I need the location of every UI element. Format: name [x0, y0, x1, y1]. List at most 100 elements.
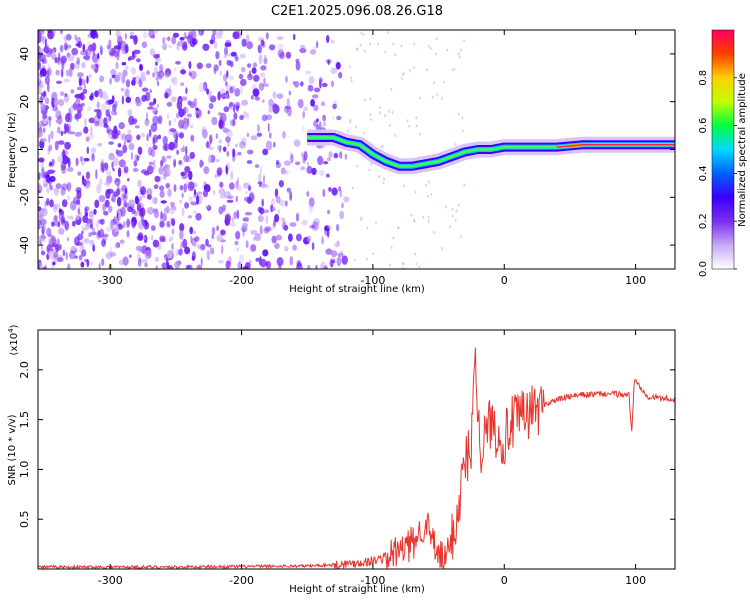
spectrogram-cell: [137, 179, 142, 188]
spectrogram-cell: [207, 244, 212, 248]
spectrogram-cell: [160, 200, 167, 204]
spectrogram-cell: [114, 179, 120, 183]
y-tick-label: -40: [18, 236, 31, 254]
spectrogram-cell: [308, 204, 313, 213]
spectrogram-cell: [82, 43, 86, 52]
spectrogram-cell: [308, 76, 315, 85]
spectrogram-cell: [129, 31, 135, 36]
spectrogram-cell: [168, 141, 175, 151]
spectrogram-cell: [372, 252, 375, 256]
spectrogram-cell: [265, 32, 269, 40]
spectrogram-cell: [60, 130, 64, 136]
spectrogram-cell: [252, 88, 260, 97]
spectrogram-cell: [164, 68, 172, 77]
spectrogram-cell: [182, 238, 188, 249]
spectrogram-cell: [241, 38, 247, 47]
spectrogram-cell: [330, 67, 338, 74]
spectrogram-cell: [254, 233, 261, 242]
spectrogram-cell: [49, 199, 54, 208]
spectrogram-cell: [183, 106, 189, 114]
spectrogram-cell: [194, 236, 200, 242]
spectrogram-cell: [139, 64, 144, 71]
spectrogram-cell: [415, 116, 418, 120]
spectrogram-cell: [222, 74, 228, 82]
spectrogram-cell: [48, 134, 51, 144]
spectrogram-cell: [66, 52, 71, 58]
spectrogram-cell: [130, 152, 133, 160]
spectrogram-cell: [148, 101, 155, 107]
spectrogram-cell: [64, 34, 68, 45]
spectrogram-cell: [222, 128, 230, 133]
spectrogram-cell: [183, 31, 187, 39]
spectrogram-cell: [356, 48, 359, 52]
spectrogram-cell: [424, 183, 427, 187]
spectrogram-cell: [236, 209, 240, 220]
spectrogram-cell: [180, 82, 185, 86]
spectrogram-cell: [107, 45, 112, 53]
spectrogram-cell: [115, 149, 119, 155]
spectrogram-cell: [232, 148, 236, 158]
spectrogram-cell: [250, 244, 257, 252]
spectrogram-cell: [173, 136, 177, 140]
spectrogram-cell: [169, 237, 173, 242]
spectrogram-cell: [111, 161, 114, 170]
spectrogram-cell: [76, 57, 80, 65]
spectrogram-cell: [63, 78, 70, 83]
spectrogram-cell: [174, 261, 181, 269]
spectrogram-cell: [161, 262, 168, 269]
spectrogram-cell: [353, 258, 356, 262]
spectrogram-cell: [136, 203, 142, 212]
spectrogram-cell: [400, 44, 403, 48]
spectrogram-cell: [369, 42, 372, 46]
spectrogram-cell: [190, 70, 197, 80]
spectrogram-cell: [308, 197, 315, 208]
spectrogram-cell: [43, 45, 50, 54]
spectrogram-cell: [247, 63, 252, 68]
spectrogram-cell: [167, 165, 171, 175]
spectrogram-cell: [429, 47, 432, 50]
spectrogram-cell: [195, 213, 202, 221]
spectrogram-cell: [463, 39, 466, 43]
spectrogram-cell: [206, 249, 209, 259]
spectrogram-cell: [268, 105, 274, 113]
spectrogram-cell: [277, 49, 285, 58]
spectrogram-cell: [377, 175, 380, 179]
spectrogram-cell: [287, 106, 292, 117]
spectrogram-cell: [228, 256, 232, 265]
spectrogram-cell: [200, 243, 206, 251]
spectrogram-cell: [190, 134, 195, 142]
x-tick-label: -200: [229, 574, 254, 587]
spectrogram-cell: [375, 221, 377, 225]
ridge-hot: [556, 143, 675, 148]
spectrogram-cell: [326, 35, 330, 43]
spectrogram-cell: [276, 93, 284, 99]
spectrogram-cell: [430, 192, 433, 196]
spectrogram-cell: [137, 261, 142, 268]
spectrogram-cell: [80, 156, 86, 166]
spectrogram-cell: [208, 146, 214, 150]
x-tick-label: -300: [98, 574, 123, 587]
spectrogram-cell: [232, 31, 240, 40]
y-tick-label: 1.0: [18, 461, 31, 479]
spectrogram-cell: [58, 52, 61, 61]
spectrogram-cell: [459, 48, 462, 52]
spectrogram-cell: [190, 201, 198, 206]
spectrogram-cell: [234, 240, 239, 246]
spectrogram-cell: [170, 201, 175, 207]
snr-frame: [37, 329, 676, 570]
spectrogram-cell: [275, 234, 283, 241]
spectrogram-cell: [126, 230, 130, 238]
spectrogram-cell: [73, 102, 77, 111]
spectrogram-cell: [76, 72, 84, 78]
spectrogram-cell: [310, 99, 315, 107]
spectrogram-cell: [114, 217, 120, 223]
x-tick-label: -100: [360, 574, 385, 587]
spectrogram-cell: [99, 75, 104, 83]
spectrogram-cell: [109, 77, 113, 85]
spectrogram-cell: [99, 43, 102, 52]
spectrogram-cell: [306, 191, 310, 197]
spectrogram-cell: [427, 220, 430, 223]
spectrogram-cell: [187, 34, 193, 44]
spectrogram-cell: [47, 146, 50, 155]
spectrogram-cell: [146, 188, 153, 197]
